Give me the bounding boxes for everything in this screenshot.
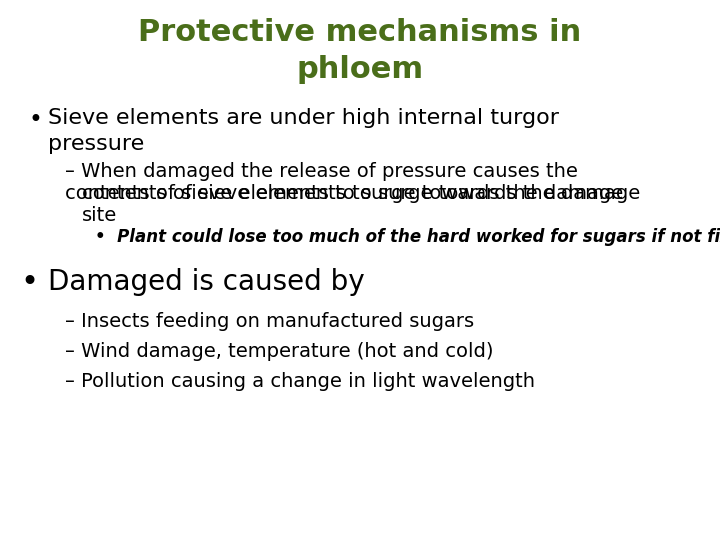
Text: – Pollution causing a change in light wavelength: – Pollution causing a change in light wa… bbox=[65, 372, 535, 391]
Text: •  Plant could lose too much of the hard worked for sugars if not fixed: • Plant could lose too much of the hard … bbox=[95, 228, 720, 246]
Text: Damaged is caused by: Damaged is caused by bbox=[48, 268, 364, 296]
Text: – Insects feeding on manufactured sugars: – Insects feeding on manufactured sugars bbox=[65, 312, 474, 331]
Text: – Wind damage, temperature (hot and cold): – Wind damage, temperature (hot and cold… bbox=[65, 342, 493, 361]
Text: contents of sieve elements to surge towards the damage: contents of sieve elements to surge towa… bbox=[65, 184, 624, 203]
Text: •: • bbox=[28, 108, 42, 132]
Text: •: • bbox=[20, 268, 38, 297]
Text: phloem: phloem bbox=[297, 55, 423, 84]
Text: site: site bbox=[82, 206, 117, 225]
Text: – When damaged the release of pressure causes the: – When damaged the release of pressure c… bbox=[65, 162, 578, 181]
Text: Sieve elements are under high internal turgor: Sieve elements are under high internal t… bbox=[48, 108, 559, 128]
Text: contents of sieve elements to surge towards the damage: contents of sieve elements to surge towa… bbox=[82, 184, 640, 203]
Text: pressure: pressure bbox=[48, 134, 144, 154]
Text: Protective mechanisms in: Protective mechanisms in bbox=[138, 18, 582, 47]
